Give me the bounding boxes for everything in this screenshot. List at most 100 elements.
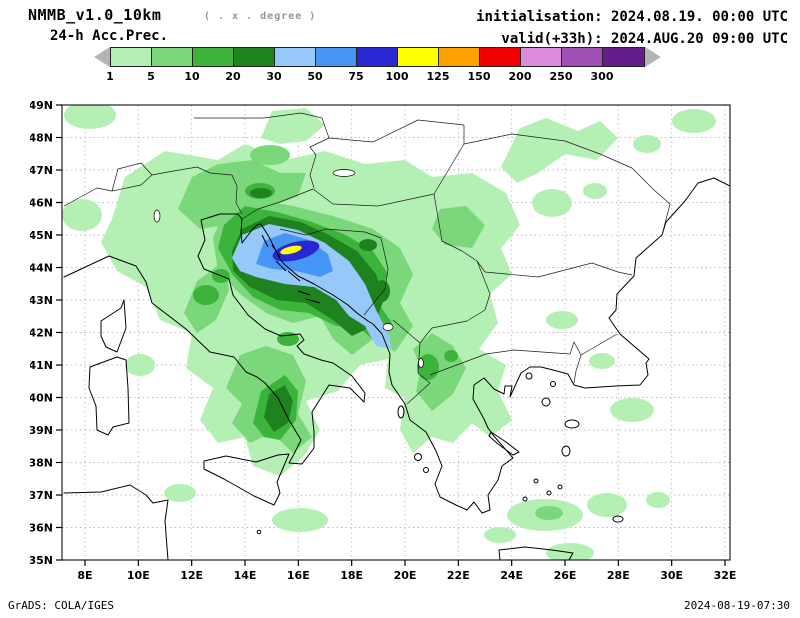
lon-tick-label: 14E <box>234 569 257 582</box>
lat-tick-label: 39N <box>30 424 53 437</box>
island-cyclades <box>546 490 552 496</box>
colorbar-cell-5 <box>152 48 193 66</box>
lat-tick-label: 46N <box>30 197 53 210</box>
border-austria-hungary <box>309 117 330 189</box>
colorbar-label-125: 125 <box>426 70 450 83</box>
colorbar-label-10: 10 <box>184 70 200 83</box>
lon-tick-label: 16E <box>287 569 310 582</box>
colorbar-label-1: 1 <box>106 70 114 83</box>
geo-layer <box>63 112 730 560</box>
lon-tick-label: 28E <box>607 569 630 582</box>
border-swiss-austria <box>111 162 153 192</box>
coastline-europe <box>63 177 730 514</box>
lake-balaton <box>332 169 356 177</box>
border-bosnia-serbia <box>363 237 389 316</box>
border-slovakia <box>328 119 465 143</box>
precip-area-1mm <box>633 135 661 153</box>
island-chios <box>561 445 571 457</box>
island-limnos <box>541 397 551 407</box>
colorbar-label-300: 300 <box>590 70 614 83</box>
island-cyclades <box>533 478 539 484</box>
precip-area-1mm <box>272 508 328 532</box>
precip-area-1mm <box>64 105 116 129</box>
border-serbia-bulgaria <box>466 260 491 322</box>
lat-tick-label: 47N <box>30 164 53 177</box>
lat-tick-label: 36N <box>30 522 53 535</box>
coastline-crete <box>498 546 574 560</box>
lat-tick-label: 35N <box>30 554 53 567</box>
border-albania-east <box>392 319 431 405</box>
precip-area-1mm <box>646 492 670 508</box>
lat-tick-label: 38N <box>30 457 53 470</box>
colorbar-cell-125 <box>439 48 480 66</box>
precip-area-1mm <box>589 353 615 369</box>
island-zakynthos <box>423 467 429 473</box>
colorbar-cells <box>110 47 645 67</box>
colorbar-cell-50 <box>316 48 357 66</box>
precip-area-1mm <box>546 311 578 329</box>
valid-time-label: valid(+33h): 2024.AUG.20 09:00 UTC <box>501 31 788 47</box>
precip-map: 8E 10E 12E 14E 16E 18E 20E 22E 24E 26E 28E 30E 32E 49… <box>30 99 736 582</box>
run-info: initialisation: 2024.08.19. 00:00 UTC va… <box>476 6 788 50</box>
lat-tick-label: 44N <box>30 262 53 275</box>
lat-tick-label: 45N <box>30 229 53 242</box>
precip-area-1mm <box>583 183 607 199</box>
lon-tick-label: 20E <box>394 569 417 582</box>
colorbar-label-50: 50 <box>307 70 323 83</box>
lat-tick-label: 41N <box>30 359 53 372</box>
lon-tick-label: 12E <box>180 569 203 582</box>
border-danube <box>433 193 633 278</box>
lon-tick-label: 18E <box>340 569 363 582</box>
island-cephalonia <box>414 453 422 461</box>
colorbar-cell-250 <box>562 48 603 66</box>
island-thasos <box>525 372 533 380</box>
init-time-label: initialisation: 2024.08.19. 00:00 UTC <box>476 9 788 25</box>
lon-tick-label: 8E <box>77 569 92 582</box>
precip-area-1mm <box>164 484 196 502</box>
lon-tick-label: 32E <box>714 569 737 582</box>
precip-area-1mm <box>501 118 618 183</box>
precip-area-5mm <box>178 160 306 229</box>
precip-area-20mm <box>359 239 377 251</box>
island-samothrace <box>550 381 556 387</box>
border-hungary-romania <box>312 125 465 207</box>
precip-area-20mm <box>374 280 390 302</box>
grads-stamp: GrADS: COLA/IGES <box>8 599 114 612</box>
model-title: NMMB_v1.0_10km <box>28 6 162 24</box>
colorbar-label-5: 5 <box>147 70 155 83</box>
colorbar-labels: 1 5 10 20 30 50 75 100 125 150 200 250 300 <box>94 70 674 84</box>
axis-layer: 8E 10E 12E 14E 16E 18E 20E 22E 24E 26E 28E 30E 32E 49… <box>30 99 736 582</box>
colorbar-label-150: 150 <box>467 70 491 83</box>
colorbar-label-20: 20 <box>225 70 241 83</box>
creation-time: 2024-08-19-07:30 <box>684 599 790 612</box>
precip-area-20mm <box>250 188 272 198</box>
lon-tick-label: 30E <box>660 569 683 582</box>
precip-area-1mm <box>125 354 155 376</box>
lon-tick-label: 26E <box>554 569 577 582</box>
colorbar-cell-150 <box>480 48 521 66</box>
island-malta <box>256 529 262 535</box>
border-slovenia-croatia <box>241 188 314 220</box>
lat-tick-label: 42N <box>30 327 53 340</box>
precip-area-1mm <box>261 108 325 144</box>
lake-garda <box>153 209 161 223</box>
colorbar-cell-1 <box>111 48 152 66</box>
island-corfu <box>397 405 405 419</box>
colorbar-cell-75 <box>357 48 398 66</box>
colorbar-label-30: 30 <box>266 70 282 83</box>
precip-area-1mm <box>610 398 654 422</box>
precip-area-5mm <box>535 506 563 520</box>
coastline-sardinia <box>88 356 130 436</box>
lat-tick-label: 49N <box>30 99 53 112</box>
lake-ohrid <box>418 358 424 368</box>
coastline-corsica <box>100 299 127 353</box>
colorbar-cell-100 <box>398 48 439 66</box>
grid-note: ( . x . degree ) <box>204 11 317 22</box>
island-lesbos <box>564 419 580 429</box>
colorbar-cell-30 <box>275 48 316 66</box>
precip-area-1mm <box>62 199 102 231</box>
precip-area-10mm <box>193 285 219 305</box>
colorbar-overflow-arrow <box>645 47 661 67</box>
product-title: 24-h Acc.Prec. <box>50 28 169 44</box>
lat-tick-label: 40N <box>30 392 53 405</box>
